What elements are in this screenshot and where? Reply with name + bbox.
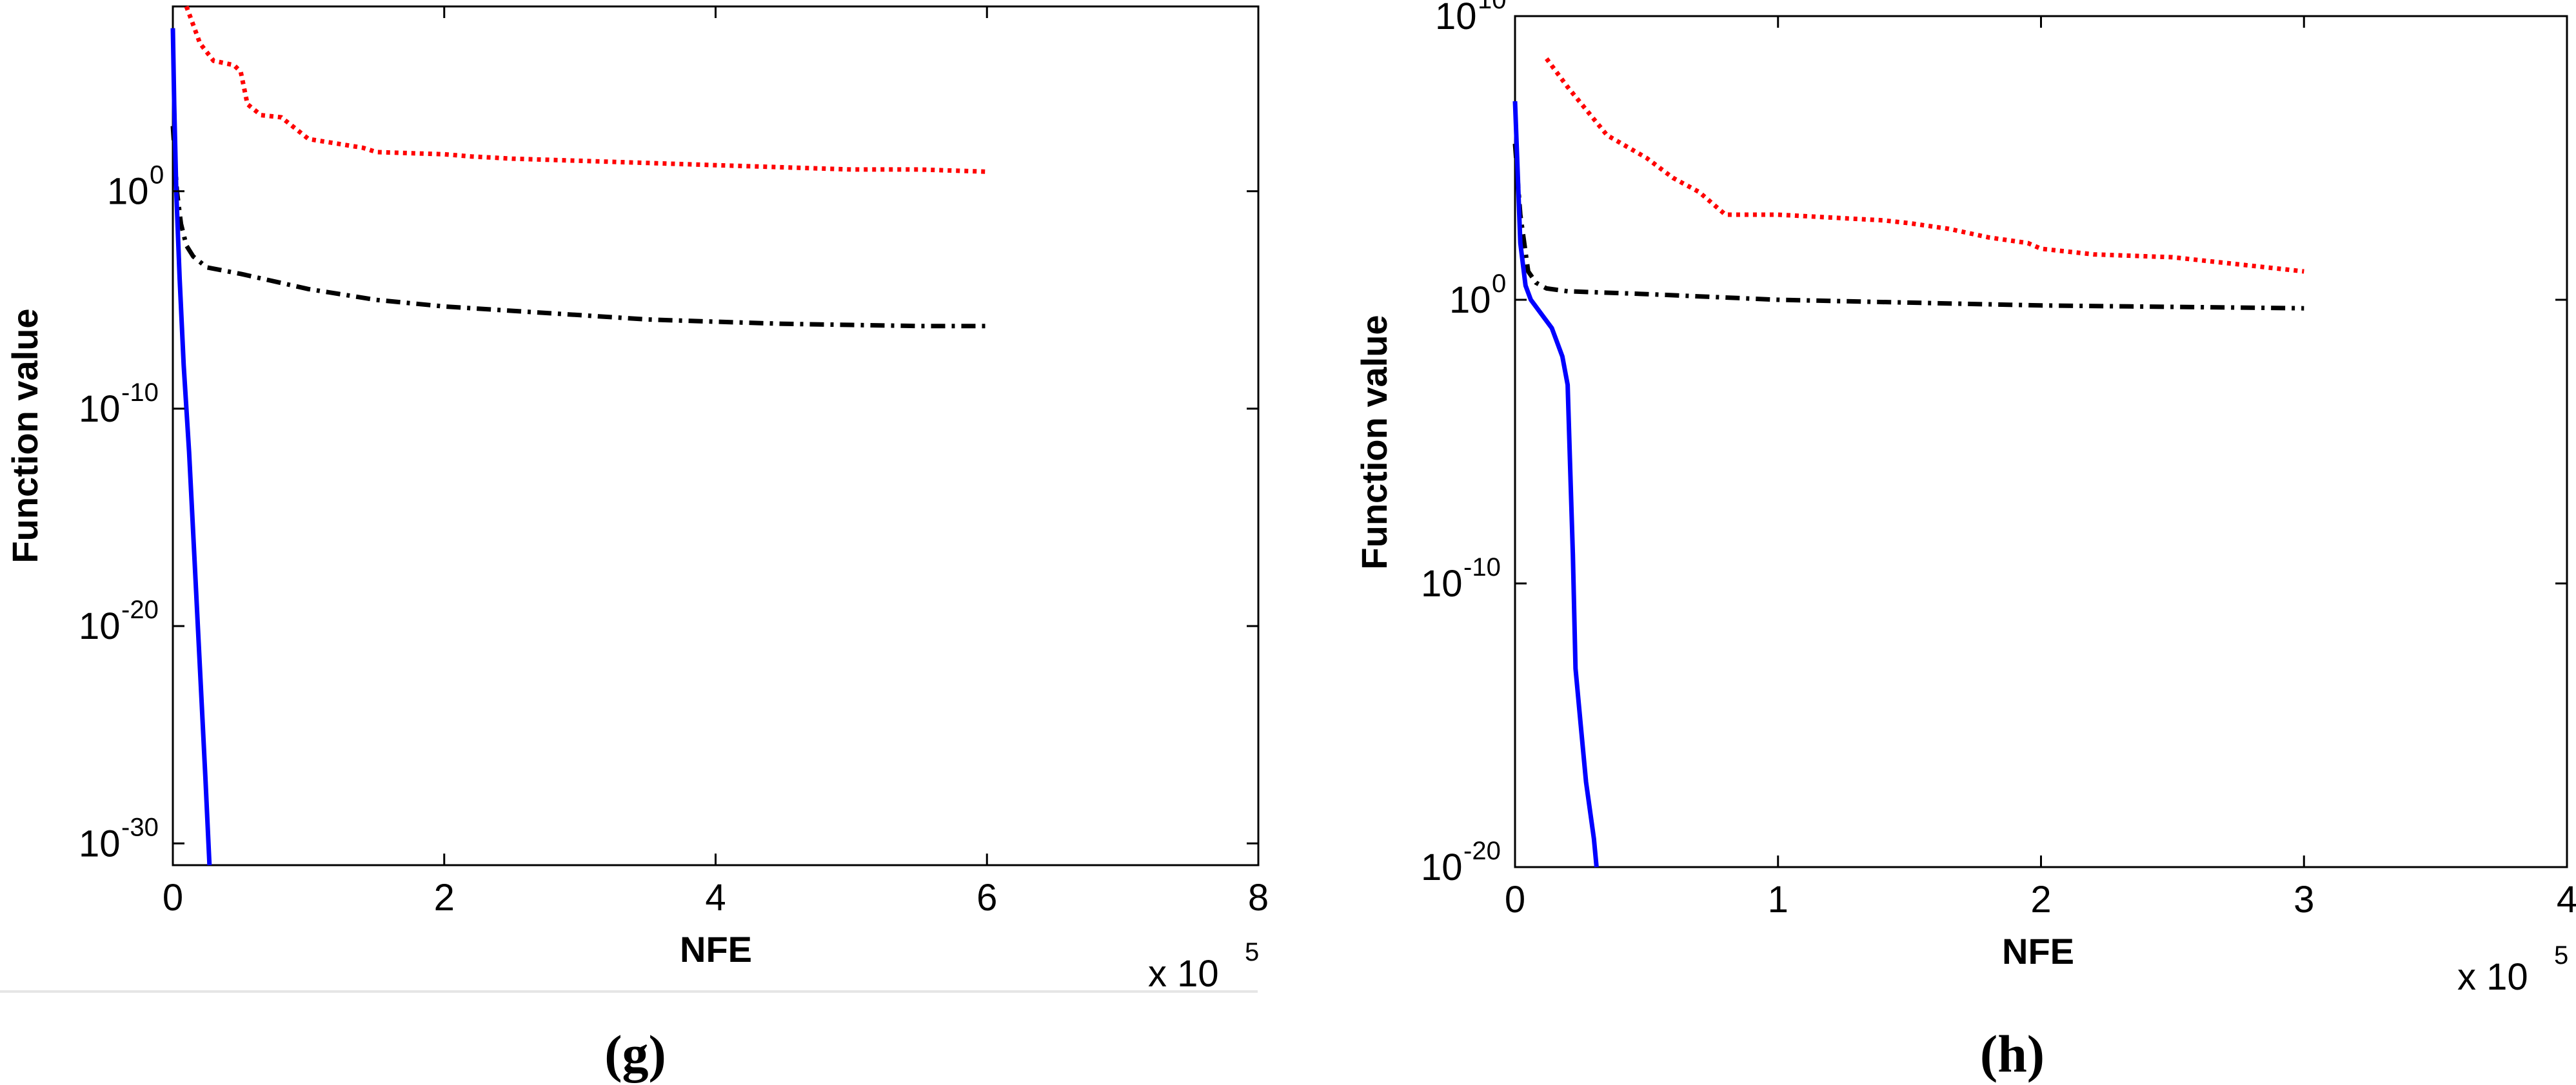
x-tick-label-h: 1 — [1768, 879, 1788, 921]
series-group-h — [1512, 57, 2304, 868]
x-axis-title-h: NFE — [2002, 931, 2074, 972]
x-tick-label-g: 4 — [705, 877, 726, 919]
series-group-g — [170, 5, 987, 866]
x-tick-label-h: 4 — [2557, 879, 2576, 921]
x-tick-label-g: 8 — [1248, 877, 1269, 919]
y-axis-title-g: Function value — [5, 308, 45, 563]
y-tick-label-exp-g: 0 — [150, 161, 164, 190]
y-tick-label-base-h: 10 — [1435, 0, 1477, 37]
y-tick-label-base-h: 10 — [1449, 279, 1491, 321]
x-multiplier-exp-g: 5 — [1245, 938, 1259, 966]
y-tick-label-base-h: 10 — [1421, 846, 1463, 888]
x-ticks-g: 0 2 4 6 8 — [163, 6, 1269, 919]
plot-area-g — [172, 5, 1260, 866]
y-tick-label-exp-h: -10 — [1463, 553, 1501, 582]
x-tick-label-g: 0 — [163, 877, 183, 919]
series-line-red-dotted-g — [184, 5, 987, 174]
y-tick-label-exp-g: -20 — [121, 596, 159, 624]
y-tick-label-exp-h: -20 — [1463, 837, 1501, 865]
panel-label-h: (h) — [1980, 1024, 2045, 1083]
x-ticks-h: 0 1 2 3 4 — [1505, 16, 2576, 921]
x-axis-title-g: NFE — [680, 929, 752, 970]
series-line-black-dashdot-h — [1512, 143, 2304, 311]
x-tick-label-g: 2 — [434, 877, 455, 919]
panel-label-g: (g) — [604, 1024, 666, 1083]
x-tick-label-h: 2 — [2030, 879, 2051, 921]
y-axis-title-h: Function value — [1354, 315, 1394, 569]
y-tick-label-base-g: 10 — [79, 605, 121, 647]
y-tick-label-base-g: 10 — [79, 388, 121, 430]
series-line-blue-solid-h — [1512, 101, 1599, 868]
x-multiplier-h: x 10 5 — [2457, 941, 2568, 998]
x-multiplier-g: x 10 5 — [1148, 938, 1259, 995]
series-line-red-dotted-h — [1545, 57, 2304, 274]
x-multiplier-base-h: x 10 — [2457, 956, 2528, 998]
x-tick-label-h: 3 — [2294, 879, 2314, 921]
y-tick-label-exp-g: -30 — [121, 813, 159, 841]
y-tick-label-exp-g: -10 — [121, 378, 159, 407]
y-tick-label-base-g: 10 — [107, 171, 149, 213]
x-multiplier-exp-h: 5 — [2554, 941, 2568, 970]
y-tick-label-base-g: 10 — [79, 823, 121, 865]
x-tick-label-h: 0 — [1505, 879, 1525, 921]
y-tick-label-base-h: 10 — [1421, 563, 1463, 605]
y-tick-label-exp-h: 10 — [1478, 0, 1507, 14]
x-multiplier-base-g: x 10 — [1148, 953, 1219, 995]
y-tick-label-exp-h: 0 — [1492, 269, 1506, 298]
series-line-blue-solid-g — [170, 28, 212, 866]
plot-area-h — [1514, 15, 2568, 868]
x-tick-label-g: 6 — [976, 877, 997, 919]
